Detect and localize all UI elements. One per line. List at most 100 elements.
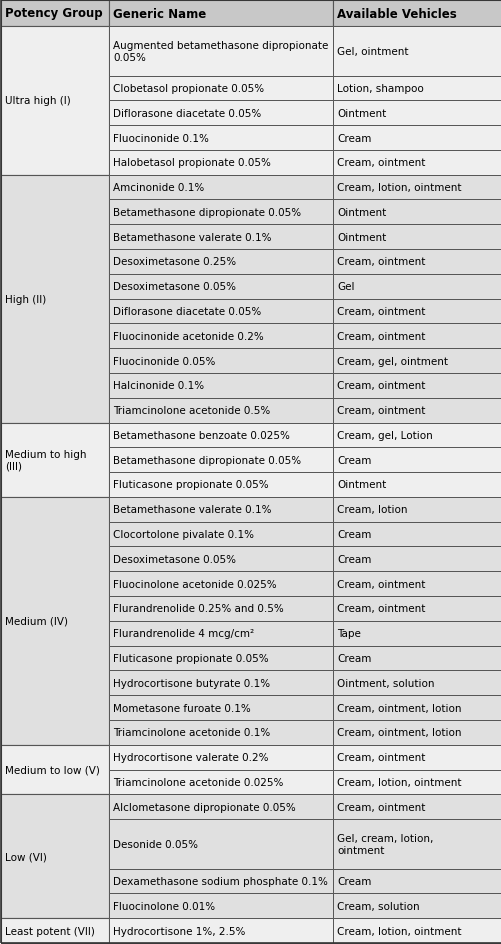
Text: Clobetasol propionate 0.05%: Clobetasol propionate 0.05% <box>113 84 264 93</box>
Bar <box>333 819 501 868</box>
Text: Ointment: Ointment <box>337 208 386 218</box>
Bar <box>109 621 333 646</box>
Bar <box>109 250 333 275</box>
Text: Desoximetasone 0.05%: Desoximetasone 0.05% <box>113 554 235 565</box>
Text: Cream, lotion, ointment: Cream, lotion, ointment <box>337 183 461 193</box>
Text: Flurandrenolide 4 mcg/cm²: Flurandrenolide 4 mcg/cm² <box>113 629 254 638</box>
Text: High (II): High (II) <box>5 295 46 304</box>
Bar <box>333 670 501 696</box>
Text: Cream, gel, ointment: Cream, gel, ointment <box>337 356 447 366</box>
Text: Cream, ointment, lotion: Cream, ointment, lotion <box>337 728 461 737</box>
Text: Cream: Cream <box>337 530 371 540</box>
Text: Medium to high
(III): Medium to high (III) <box>5 449 86 471</box>
Bar <box>109 547 333 572</box>
Bar <box>109 696 333 720</box>
Bar <box>1 745 109 795</box>
Bar <box>333 76 501 101</box>
Bar <box>109 275 333 299</box>
Bar <box>333 176 501 200</box>
Text: Fluocinonide 0.05%: Fluocinonide 0.05% <box>113 356 215 366</box>
Bar <box>333 720 501 745</box>
Bar <box>109 126 333 151</box>
Bar <box>333 597 501 621</box>
Bar <box>333 225 501 250</box>
Bar <box>109 745 333 769</box>
Bar <box>109 1 333 27</box>
Bar <box>333 126 501 151</box>
Text: Fluticasone propionate 0.05%: Fluticasone propionate 0.05% <box>113 653 268 664</box>
Text: Cream: Cream <box>337 133 371 143</box>
Text: Cream, ointment: Cream, ointment <box>337 331 425 342</box>
Text: Cream: Cream <box>337 455 371 465</box>
Text: Medium to low (V): Medium to low (V) <box>5 765 100 775</box>
Bar <box>109 324 333 349</box>
Bar <box>109 76 333 101</box>
Bar <box>109 176 333 200</box>
Text: Cream, ointment, lotion: Cream, ointment, lotion <box>337 703 461 713</box>
Text: Betamethasone dipropionate 0.05%: Betamethasone dipropionate 0.05% <box>113 208 301 218</box>
Text: Diflorasone diacetate 0.05%: Diflorasone diacetate 0.05% <box>113 109 261 119</box>
Bar <box>333 497 501 522</box>
Bar <box>333 299 501 324</box>
Bar <box>333 522 501 547</box>
Text: Triamcinolone acetonide 0.025%: Triamcinolone acetonide 0.025% <box>113 777 283 787</box>
Bar <box>1 423 109 497</box>
Text: Betamethasone dipropionate 0.05%: Betamethasone dipropionate 0.05% <box>113 455 301 465</box>
Bar <box>333 1 501 27</box>
Text: Triamcinolone acetonide 0.5%: Triamcinolone acetonide 0.5% <box>113 406 270 415</box>
Bar <box>109 646 333 670</box>
Bar <box>333 572 501 597</box>
Bar <box>109 101 333 126</box>
Bar <box>333 696 501 720</box>
Bar <box>109 597 333 621</box>
Bar <box>109 349 333 374</box>
Text: Cream, ointment: Cream, ointment <box>337 406 425 415</box>
Bar <box>109 893 333 919</box>
Text: Clocortolone pivalate 0.1%: Clocortolone pivalate 0.1% <box>113 530 254 540</box>
Text: Gel: Gel <box>337 282 354 292</box>
Text: Diflorasone diacetate 0.05%: Diflorasone diacetate 0.05% <box>113 307 261 316</box>
Text: Medium (IV): Medium (IV) <box>5 616 68 626</box>
Bar <box>333 795 501 819</box>
Text: Desonide 0.05%: Desonide 0.05% <box>113 839 197 849</box>
Bar <box>109 225 333 250</box>
Text: Cream, ointment: Cream, ointment <box>337 604 425 614</box>
Text: Cream: Cream <box>337 653 371 664</box>
Text: Hydrocortisone 1%, 2.5%: Hydrocortisone 1%, 2.5% <box>113 926 245 936</box>
Bar <box>333 893 501 919</box>
Bar <box>1 27 109 176</box>
Text: Fluocinonide 0.1%: Fluocinonide 0.1% <box>113 133 208 143</box>
Text: Available Vehicles: Available Vehicles <box>337 8 456 21</box>
Text: Fluocinolone acetonide 0.025%: Fluocinolone acetonide 0.025% <box>113 579 276 589</box>
Text: Augmented betamethasone dipropionate
0.05%: Augmented betamethasone dipropionate 0.0… <box>113 41 328 63</box>
Bar <box>333 374 501 398</box>
Bar <box>333 868 501 893</box>
Text: Desoximetasone 0.25%: Desoximetasone 0.25% <box>113 257 235 267</box>
Bar <box>333 101 501 126</box>
Bar <box>109 151 333 176</box>
Text: Halobetasol propionate 0.05%: Halobetasol propionate 0.05% <box>113 159 270 168</box>
Text: Ointment, solution: Ointment, solution <box>337 678 434 688</box>
Bar <box>1 176 109 423</box>
Text: Cream, lotion, ointment: Cream, lotion, ointment <box>337 777 461 787</box>
Text: Cream, gel, Lotion: Cream, gel, Lotion <box>337 430 432 441</box>
Text: Ointment: Ointment <box>337 109 386 119</box>
Text: Cream, ointment: Cream, ointment <box>337 381 425 391</box>
Text: Mometasone furoate 0.1%: Mometasone furoate 0.1% <box>113 703 250 713</box>
Text: Gel, cream, lotion,
ointment: Gel, cream, lotion, ointment <box>337 833 433 855</box>
Text: Hydrocortisone butyrate 0.1%: Hydrocortisone butyrate 0.1% <box>113 678 270 688</box>
Text: Cream, ointment: Cream, ointment <box>337 801 425 812</box>
Text: Gel, ointment: Gel, ointment <box>337 47 408 57</box>
Text: Cream, ointment: Cream, ointment <box>337 159 425 168</box>
Bar <box>1 497 109 745</box>
Text: Fluocinonide acetonide 0.2%: Fluocinonide acetonide 0.2% <box>113 331 263 342</box>
Bar <box>333 745 501 769</box>
Bar <box>109 497 333 522</box>
Text: Cream, lotion: Cream, lotion <box>337 505 407 514</box>
Bar <box>1 795 109 919</box>
Bar <box>109 473 333 497</box>
Text: Betamethasone valerate 0.1%: Betamethasone valerate 0.1% <box>113 505 271 514</box>
Bar <box>333 250 501 275</box>
Bar <box>109 919 333 943</box>
Bar <box>109 522 333 547</box>
